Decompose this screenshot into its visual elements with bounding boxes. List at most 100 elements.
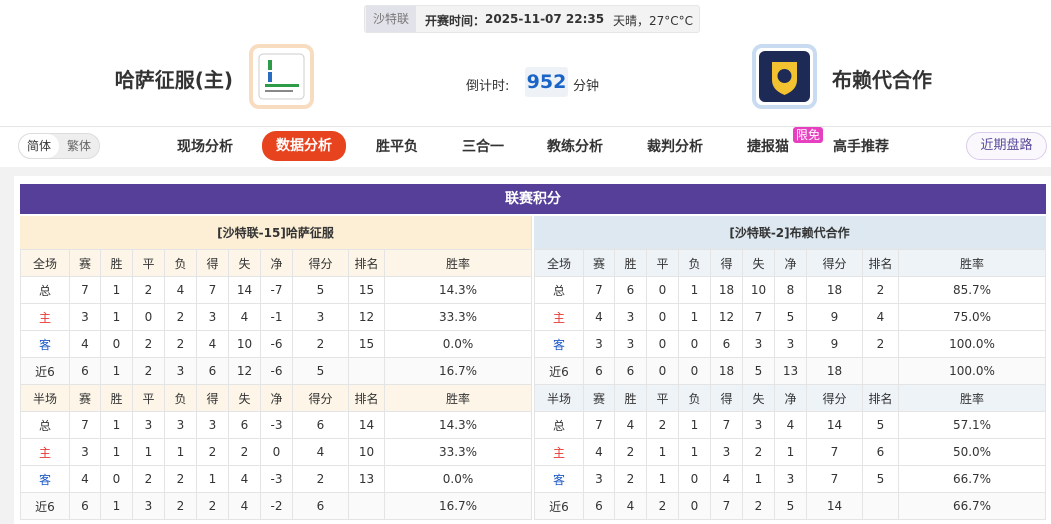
table-cell: 4 [70, 466, 101, 493]
column-header: 负 [165, 250, 197, 277]
nav-tab[interactable]: 三合一 [462, 139, 504, 155]
row-label: 客 [534, 466, 584, 493]
home-team[interactable]: 哈萨征服(主) [114, 68, 233, 92]
table-cell: 3 [70, 304, 101, 331]
table-cell: 3 [584, 331, 615, 358]
table-cell: 15 [349, 277, 385, 304]
kickoff-time: 2025-11-07 22:35 [485, 12, 605, 26]
table-cell: 6 [615, 277, 647, 304]
column-header: 平 [133, 385, 165, 412]
table-cell: 6 [229, 412, 261, 439]
lang-traditional[interactable]: 繁体 [66, 139, 91, 153]
table-cell: 1 [165, 439, 197, 466]
row-label: 总 [20, 277, 70, 304]
table-cell: 2 [165, 331, 197, 358]
weather: 天晴，27°C°C [613, 14, 694, 28]
table-cell: 2 [165, 304, 197, 331]
table-cell: 18 [711, 277, 743, 304]
table-cell: 3 [165, 358, 197, 385]
row-label: 主 [534, 304, 584, 331]
table-cell: 0.0% [385, 466, 532, 493]
table-cell: 10 [349, 439, 385, 466]
column-header: 得分 [807, 250, 863, 277]
table-cell: 1 [197, 466, 229, 493]
table-cell: 5 [863, 466, 899, 493]
table-cell: 9 [807, 304, 863, 331]
table-cell: 4 [229, 493, 261, 520]
away-logo[interactable] [752, 44, 817, 109]
table-cell: 2 [133, 466, 165, 493]
table-cell: 3 [197, 304, 229, 331]
column-header: 净 [775, 250, 807, 277]
table-cell: 1 [101, 304, 133, 331]
league[interactable]: 沙特联 [366, 6, 417, 32]
column-header: 平 [133, 250, 165, 277]
table-cell: 4 [229, 466, 261, 493]
column-header: 胜率 [899, 385, 1046, 412]
column-header: 得分 [807, 385, 863, 412]
table-cell: 1 [743, 466, 775, 493]
nav-tab[interactable]: 胜平负 [376, 139, 418, 155]
column-header: 排名 [349, 250, 385, 277]
table-cell: 1 [679, 304, 711, 331]
table-cell: 7 [584, 412, 615, 439]
home-logo-icon [258, 53, 305, 100]
table-cell: 4 [229, 304, 261, 331]
row-label: 近6 [20, 493, 70, 520]
nav-tab[interactable]: 捷报猫 [747, 139, 789, 155]
table-cell: 5 [775, 493, 807, 520]
table-cell: 6 [70, 358, 101, 385]
table-cell: 0 [679, 358, 711, 385]
nav-tab[interactable]: 现场分析 [177, 139, 233, 155]
table-cell [349, 493, 385, 520]
table-cell: 3 [743, 412, 775, 439]
table-cell: 2 [293, 466, 349, 493]
table-cell: 7 [197, 277, 229, 304]
nav-tab[interactable]: 数据分析 [262, 131, 346, 161]
table-cell: 2 [133, 358, 165, 385]
table-cell: 5 [743, 358, 775, 385]
nav-tab[interactable]: 高手推荐 [833, 139, 889, 155]
table-cell: 6 [711, 331, 743, 358]
table-cell: 2 [863, 331, 899, 358]
table-cell: 14 [349, 412, 385, 439]
table-cell: 0 [679, 466, 711, 493]
row-label: 主 [534, 439, 584, 466]
table-cell: 2 [293, 331, 349, 358]
table-cell: 6 [293, 493, 349, 520]
table-cell: 0 [647, 331, 679, 358]
table-cell: 0 [679, 493, 711, 520]
table-cell: 10 [743, 277, 775, 304]
column-header: 失 [229, 250, 261, 277]
table-cell: 3 [711, 439, 743, 466]
table-cell: 16.7% [385, 358, 532, 385]
column-header: 负 [165, 385, 197, 412]
table-cell: 6 [863, 439, 899, 466]
table-cell: 3 [133, 412, 165, 439]
table-cell: 100.0% [899, 331, 1046, 358]
table-cell: 7 [70, 277, 101, 304]
table-cell: 12 [349, 304, 385, 331]
table-cell: 7 [584, 277, 615, 304]
column-header: 失 [743, 250, 775, 277]
section-title: 联赛积分 [20, 184, 1046, 214]
lang-simplified[interactable]: 简体 [19, 134, 59, 158]
table-cell: 33.3% [385, 304, 532, 331]
recent-odds-button[interactable]: 近期盘路 [966, 132, 1047, 160]
away-team[interactable]: 布赖代合作 [832, 68, 932, 92]
nav-tab[interactable]: 教练分析 [547, 139, 603, 155]
match-info-bar [364, 5, 700, 33]
table-cell: 1 [679, 439, 711, 466]
table-cell: 3 [70, 439, 101, 466]
column-header: 净 [261, 250, 293, 277]
countdown-label: 倒计时: [466, 79, 510, 94]
row-label: 客 [20, 331, 70, 358]
table-cell: 100.0% [899, 358, 1046, 385]
table-cell: 2 [647, 412, 679, 439]
column-header: 半场 [20, 385, 70, 412]
home-logo[interactable] [249, 44, 314, 109]
nav-tab[interactable]: 裁判分析 [647, 139, 703, 155]
table-cell: 14 [807, 493, 863, 520]
table-cell: 6 [584, 358, 615, 385]
table-cell: 3 [293, 304, 349, 331]
